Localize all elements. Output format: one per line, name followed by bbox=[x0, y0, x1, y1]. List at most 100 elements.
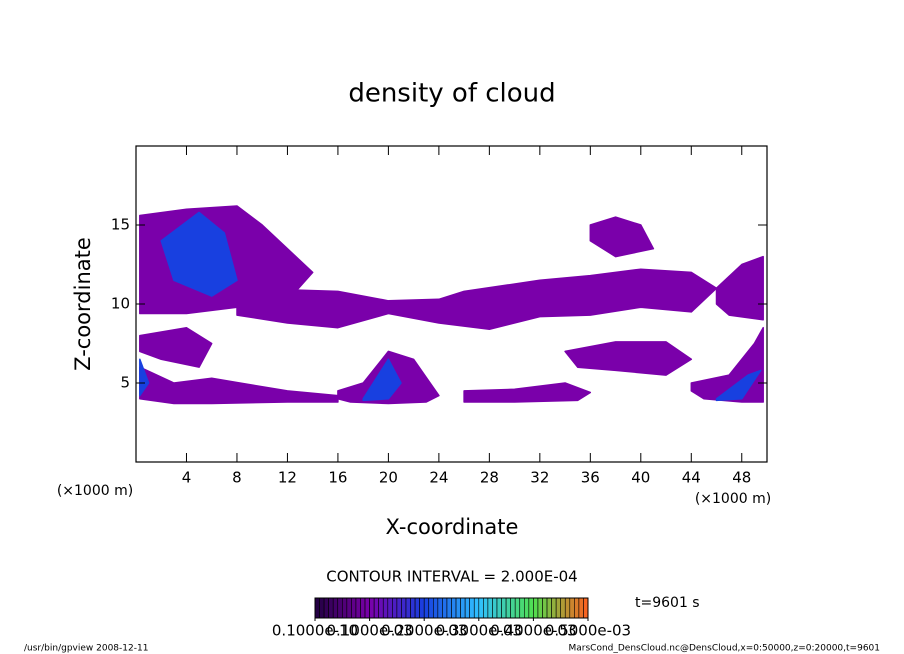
x-tick-label: 40 bbox=[631, 469, 650, 487]
colorbar-segment bbox=[364, 597, 370, 619]
x-tick-label: 48 bbox=[732, 469, 751, 487]
cloud-region bbox=[589, 216, 655, 258]
colorbar-tick-label: 0.1000e-03 bbox=[326, 622, 412, 640]
cloud-region bbox=[715, 255, 764, 321]
colorbar-segment bbox=[483, 597, 489, 619]
colorbar-segment bbox=[510, 597, 516, 619]
x-tick-label: 8 bbox=[232, 469, 242, 487]
cloud-region bbox=[139, 326, 213, 368]
colorbar-segment bbox=[519, 597, 525, 619]
colorbar-segment bbox=[442, 597, 448, 619]
colorbar-segment bbox=[496, 597, 502, 619]
colorbar-segment bbox=[505, 597, 511, 619]
y-tick-label: 5 bbox=[120, 374, 130, 392]
x-tick-label: 16 bbox=[328, 469, 347, 487]
y-unit: (×1000 m) bbox=[57, 483, 133, 499]
colorbar-segment bbox=[583, 597, 589, 619]
colorbar-segment bbox=[446, 597, 452, 619]
colorbar-segment bbox=[332, 597, 339, 619]
colorbar-segment bbox=[542, 597, 548, 619]
colorbar-segment bbox=[387, 597, 393, 619]
colorbar-segment bbox=[551, 597, 557, 619]
colorbar-segment bbox=[401, 597, 407, 619]
colorbar-segment bbox=[455, 597, 461, 619]
y-tick-label: 10 bbox=[111, 295, 130, 313]
colorbar-segment bbox=[528, 597, 534, 619]
colorbar-tick-label: 0.3000e-03 bbox=[436, 622, 522, 640]
x-axis-label: X-coordinate bbox=[386, 515, 519, 539]
cloud-region bbox=[564, 341, 693, 376]
colorbar-segment bbox=[337, 597, 343, 619]
colorbar-segment bbox=[382, 597, 389, 619]
colorbar-segment bbox=[423, 597, 430, 619]
contour-interval: CONTOUR INTERVAL = 2.000E-04 bbox=[326, 568, 577, 586]
cloud-region bbox=[139, 366, 339, 405]
colorbar-segment bbox=[469, 597, 475, 619]
colorbar-segment bbox=[319, 597, 325, 619]
colorbar-segment bbox=[378, 597, 384, 619]
cloud-region bbox=[236, 268, 718, 331]
colorbar-tick-label: 0.1000e-10 bbox=[272, 622, 358, 640]
colorbar-tick-label: 0.4000e-03 bbox=[490, 622, 576, 640]
colorbar-segment bbox=[537, 597, 543, 619]
x-tick-label: 36 bbox=[581, 469, 600, 487]
x-tick-label: 32 bbox=[530, 469, 549, 487]
colorbar-segment bbox=[555, 597, 562, 619]
colorbar-segment bbox=[396, 597, 402, 619]
colorbar-segment bbox=[533, 597, 539, 619]
colorbar-segment bbox=[369, 597, 375, 619]
cloud-region bbox=[160, 211, 238, 297]
colorbar-tick-label: 0.2000e-03 bbox=[381, 622, 467, 640]
time-label: t=9601 s bbox=[635, 595, 700, 611]
y-axis-label: Z-coordinate bbox=[71, 237, 95, 371]
x-tick-label: 24 bbox=[429, 469, 448, 487]
cloud-region bbox=[362, 358, 402, 402]
colorbar-segment bbox=[355, 597, 361, 619]
colorbar-segment bbox=[574, 597, 580, 619]
colorbar-segment bbox=[560, 597, 566, 619]
colorbar-segment bbox=[314, 597, 320, 619]
x-tick-label: 20 bbox=[379, 469, 398, 487]
colorbar-segment bbox=[487, 597, 493, 619]
colorbar-segment bbox=[546, 597, 552, 619]
colorbar-segment bbox=[351, 597, 357, 619]
y-tick-label: 15 bbox=[111, 216, 130, 234]
colorbar-segment bbox=[564, 597, 571, 619]
cloud-region bbox=[463, 382, 592, 403]
footer-right: MarsCond_DensCloud.nc@DensCloud,x=0:5000… bbox=[569, 644, 881, 654]
colorbar-segment bbox=[392, 597, 398, 619]
colorbar-segment bbox=[428, 597, 434, 619]
x-tick-label: 4 bbox=[182, 469, 192, 487]
colorbar-frame bbox=[314, 597, 589, 619]
x-unit: (×1000 m) bbox=[695, 491, 771, 507]
cloud-region bbox=[139, 358, 150, 397]
colorbar-segment bbox=[578, 597, 584, 619]
colorbar-segment bbox=[451, 597, 457, 619]
colorbar-segment bbox=[341, 597, 348, 619]
colorbar-segment bbox=[323, 597, 329, 619]
colorbar-segment bbox=[523, 597, 530, 619]
colorbar-segment bbox=[437, 597, 443, 619]
colorbar-segment bbox=[464, 597, 470, 619]
colorbar-segment bbox=[514, 597, 521, 619]
colorbar-segment bbox=[373, 597, 379, 619]
colorbar-segment bbox=[410, 597, 416, 619]
footer-left: /usr/bin/gpview 2008-12-11 bbox=[24, 644, 148, 654]
colorbar-segment bbox=[478, 597, 484, 619]
colorbar-segment bbox=[405, 597, 411, 619]
colorbar-segment bbox=[492, 597, 498, 619]
colorbar-segment bbox=[360, 597, 366, 619]
colorbar-segment bbox=[432, 597, 439, 619]
cloud-region bbox=[715, 369, 762, 402]
colorbar-segment bbox=[419, 597, 425, 619]
colorbar-segment bbox=[569, 597, 575, 619]
x-tick-label: 28 bbox=[480, 469, 499, 487]
colorbar-segment bbox=[328, 597, 334, 619]
colorbar-segment bbox=[473, 597, 480, 619]
colorbar-tick-label: 0.5000e-03 bbox=[545, 622, 631, 640]
colorbar-segment bbox=[501, 597, 507, 619]
colorbar-segment bbox=[414, 597, 420, 619]
chart-title: density of cloud bbox=[348, 79, 555, 109]
